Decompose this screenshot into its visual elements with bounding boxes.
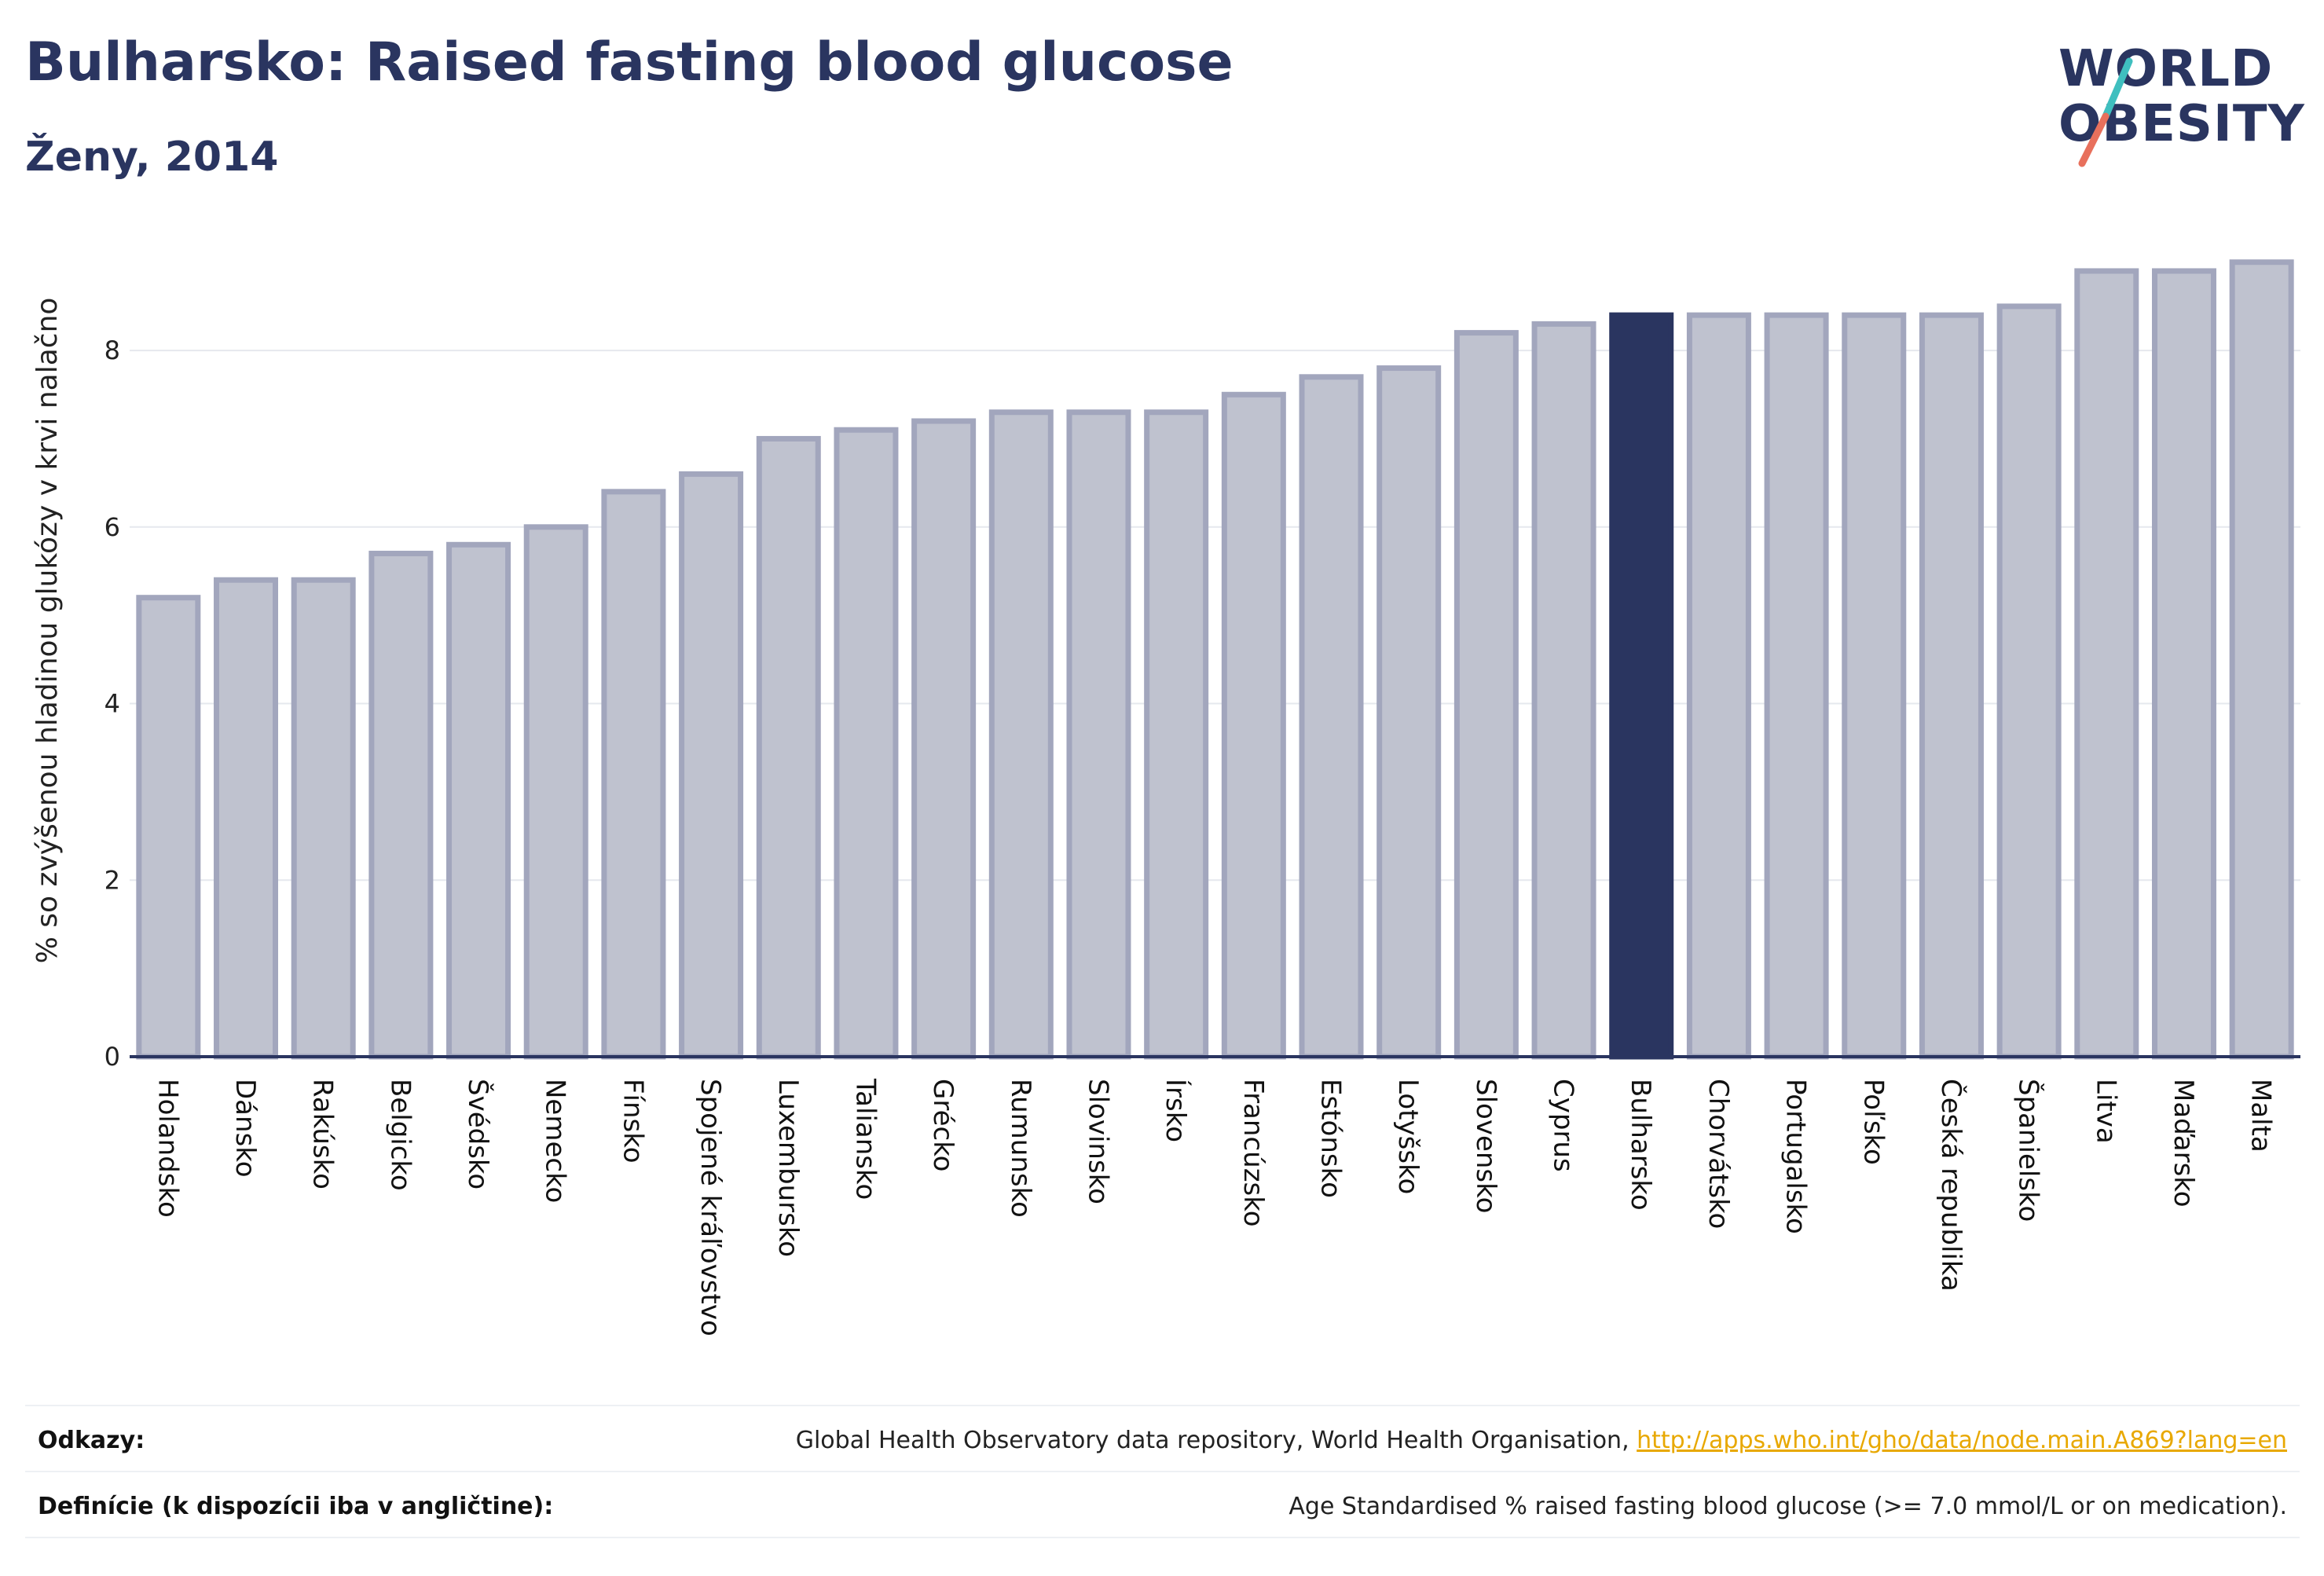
bar	[1609, 312, 1674, 1060]
references-text: Global Health Observatory data repositor…	[795, 1427, 1637, 1454]
bar	[214, 577, 279, 1060]
bar	[911, 418, 977, 1060]
definitions-row: Definície (k dispozícii iba v angličtine…	[25, 1471, 2300, 1538]
bar	[1531, 321, 1596, 1060]
bar	[1842, 312, 1907, 1060]
x-tick-label: Írsko	[1160, 1079, 1192, 1142]
bar	[756, 435, 821, 1060]
bar	[368, 551, 434, 1060]
y-tick-label: 2	[104, 865, 120, 895]
bar	[1686, 312, 1751, 1060]
bar-chart: 0 2 4 6 8 % so zvýšenou hladinou glukózy v kr…	[31, 259, 2300, 1336]
bar	[1996, 303, 2062, 1060]
x-tick-label: Litva	[2090, 1079, 2121, 1144]
bar	[2074, 268, 2139, 1060]
references-label: Odkazy:	[38, 1427, 145, 1454]
bar	[834, 427, 899, 1060]
references-value: Global Health Observatory data repositor…	[796, 1427, 2287, 1454]
definitions-label: Definície (k dispozícii iba v angličtine…	[38, 1493, 554, 1520]
x-tick-label: Estónsko	[1315, 1079, 1347, 1198]
x-tick-label: Malta	[2245, 1079, 2277, 1153]
bar	[1144, 409, 1209, 1060]
x-tick-label: Belgicko	[384, 1079, 416, 1191]
x-tick-label: Chorvátsko	[1703, 1079, 1734, 1229]
x-tick-label: Španielsko	[2013, 1079, 2045, 1222]
bar	[2229, 259, 2294, 1060]
x-tick-label: Slovensko	[1470, 1079, 1501, 1213]
bar	[1221, 391, 1286, 1060]
x-tick-label: Fínsko	[617, 1079, 648, 1164]
chart-subtitle: Ženy, 2014	[25, 134, 279, 181]
x-tick-label: Taliansko	[849, 1078, 881, 1200]
y-tick-label: 8	[104, 335, 120, 365]
x-tick-label: Rakúsko	[307, 1079, 339, 1189]
x-tick-label: Maďarsko	[2168, 1079, 2199, 1208]
bar	[1066, 409, 1131, 1060]
logo-word-world: WORLD	[2058, 40, 2274, 98]
x-tick-label: Rumunsko	[1005, 1079, 1036, 1218]
bar	[1764, 312, 1829, 1060]
x-tick-label: Luxembursko	[772, 1079, 804, 1257]
x-tick-label: Spojené kráľovstvo	[695, 1079, 726, 1336]
x-tick-label: Grécko	[927, 1079, 959, 1171]
bar	[136, 595, 201, 1060]
bar	[988, 409, 1054, 1060]
definitions-value: Age Standardised % raised fasting blood …	[1288, 1493, 2287, 1520]
bar	[2151, 268, 2216, 1060]
x-tick-label: Slovinsko	[1082, 1079, 1113, 1204]
world-obesity-logo: WORLD OBESITY	[2043, 38, 2304, 171]
y-tick-label: 6	[104, 512, 120, 542]
logo-slash-icon	[2078, 57, 2133, 167]
x-tick-label: Cyprus	[1548, 1079, 1579, 1172]
bar	[1919, 312, 1984, 1060]
chart-title: Bulharsko: Raised fasting blood glucose	[25, 31, 1233, 93]
x-tick-label: Portugalsko	[1780, 1079, 1812, 1234]
bar	[1453, 330, 1519, 1060]
x-tick-label: Nemecko	[540, 1079, 571, 1203]
y-tick-label: 4	[104, 689, 120, 719]
x-tick-label: Poľsko	[1857, 1079, 1889, 1165]
references-link[interactable]: http://apps.who.int/gho/data/node.main.A…	[1637, 1427, 2287, 1454]
x-tick-label: Česká republika	[1935, 1079, 1967, 1292]
y-tick-label: 0	[104, 1042, 120, 1072]
bar	[1299, 374, 1364, 1060]
x-tick-label: Bulharsko	[1625, 1079, 1656, 1211]
bar	[446, 541, 511, 1060]
x-tick-label: Švédsko	[462, 1079, 494, 1189]
x-tick-label: Francúzsko	[1237, 1079, 1269, 1227]
bar	[523, 524, 588, 1060]
bar	[291, 577, 356, 1060]
references-row: Odkazy: Global Health Observatory data r…	[25, 1405, 2300, 1471]
bar	[1376, 365, 1442, 1060]
x-tick-label: Lotyšsko	[1392, 1079, 1424, 1194]
y-axis-label: % so zvýšenou hladinou glukózy v krvi na…	[31, 298, 64, 964]
bar	[601, 489, 666, 1060]
x-tick-label: Holandsko	[152, 1079, 183, 1218]
bar	[679, 471, 744, 1060]
x-tick-label: Dánsko	[229, 1079, 261, 1178]
